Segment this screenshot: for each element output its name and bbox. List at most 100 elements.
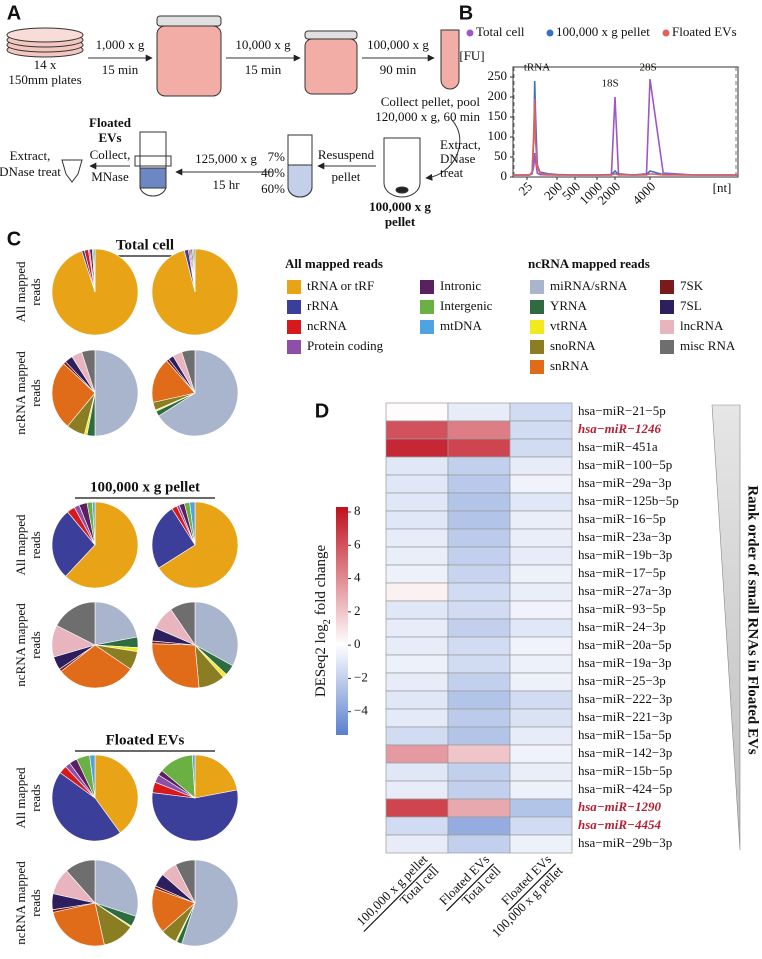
heat-cell	[447, 726, 511, 746]
pie-slice	[89, 754, 96, 799]
label: Resuspend	[318, 147, 375, 162]
group-title: Total cell	[116, 237, 174, 253]
pie-slice	[56, 601, 96, 646]
label: 14 x	[34, 57, 57, 72]
legend-marker	[466, 29, 474, 37]
legend-label: misc RNA	[680, 338, 736, 353]
heat-cell	[385, 762, 449, 782]
label: DNase	[440, 151, 476, 166]
label: 150mm plates	[8, 72, 81, 87]
heat-cell	[385, 834, 449, 854]
legend-label: Total cell	[476, 24, 525, 39]
y-unit: [FU]	[459, 48, 484, 63]
row-label: All mapped	[13, 261, 28, 323]
row-name: hsa−miR−424−5p	[578, 781, 672, 796]
row-name: hsa−miR−221−3p	[578, 709, 672, 724]
heat-cell	[385, 438, 449, 458]
pie-slice	[51, 772, 121, 842]
pie-slice	[94, 601, 138, 646]
row-name: hsa−miR−142−3p	[578, 745, 672, 760]
trace	[513, 80, 738, 176]
pie-slice	[151, 508, 196, 569]
heat-cell	[385, 798, 449, 818]
pie-slice	[189, 501, 196, 546]
colorbar-tick-label: −4	[354, 703, 368, 718]
pie-slice	[93, 248, 96, 293]
heat-cell	[447, 402, 511, 422]
colorbar-title-main: DESeq2 log	[313, 624, 329, 697]
heat-cell	[385, 654, 449, 674]
legend-label: vtRNA	[550, 318, 588, 333]
heat-cell	[385, 708, 449, 728]
heat-cell	[447, 780, 511, 800]
heat-cell	[509, 546, 573, 566]
row-name: hsa−miR−24−3p	[578, 619, 666, 634]
label: pellet	[332, 169, 361, 184]
heat-cell	[509, 492, 573, 512]
column-rule	[446, 863, 495, 912]
row-name: hsa−miR−1246	[578, 421, 661, 436]
row-name: hsa−miR−451a	[578, 439, 658, 454]
heat-cell	[509, 654, 573, 674]
heat-cell	[509, 420, 573, 440]
panel-label: A	[7, 2, 21, 24]
legend-swatch	[420, 320, 434, 334]
row-name: hsa−miR−20a−5p	[578, 637, 672, 652]
heat-cell	[447, 492, 511, 512]
heat-cell	[447, 456, 511, 476]
row-label: reads	[28, 379, 43, 406]
legend-label: tRNA or tRF	[307, 278, 374, 293]
y-tick-label: 0	[501, 168, 508, 183]
heat-cell	[509, 618, 573, 638]
legend-swatch	[530, 280, 544, 294]
row-name: hsa−miR−15a−5p	[578, 727, 672, 742]
pie-slice	[151, 360, 196, 403]
heat-cell	[509, 744, 573, 764]
pie-slice	[52, 902, 105, 947]
trace	[513, 78, 738, 176]
legend-label: YRNA	[550, 298, 587, 313]
legend-swatch	[530, 340, 544, 354]
legend-label: miRNA/sRNA	[550, 278, 628, 293]
legend-label: snRNA	[550, 358, 590, 373]
heat-cell	[447, 708, 511, 728]
row-name: hsa−miR−21−5p	[578, 403, 666, 418]
label: 100,000 x g	[369, 199, 431, 214]
row-label: reads	[28, 631, 43, 658]
legend-swatch	[660, 340, 674, 354]
heat-cell	[509, 780, 573, 800]
heat-cell	[385, 420, 449, 440]
heat-cell	[385, 510, 449, 530]
pie-slice	[81, 349, 96, 394]
row-name: hsa−miR−125b−5p	[578, 493, 679, 508]
label: Extract,	[10, 148, 51, 163]
colorbar	[336, 507, 348, 735]
label: 125,000 x g	[195, 151, 257, 166]
label: Collect pellet, pool	[381, 94, 481, 109]
pie-slice	[60, 644, 131, 689]
heat-cell	[447, 528, 511, 548]
pie-slice	[175, 859, 196, 904]
colorbar-tick-label: 6	[354, 536, 361, 551]
heat-cell	[385, 726, 449, 746]
spin-time: 15 min	[102, 62, 139, 77]
pie-slice	[151, 643, 200, 689]
heat-cell	[447, 546, 511, 566]
column-rule	[508, 863, 557, 912]
heat-cell	[509, 636, 573, 656]
heat-cell	[447, 564, 511, 584]
heat-cell	[509, 600, 573, 620]
label: Floated	[89, 115, 132, 130]
row-label: All mapped	[13, 514, 28, 576]
pie-slice	[66, 859, 96, 904]
spin-speed: 100,000 x g	[367, 37, 429, 52]
colorbar-tick-label: 0	[354, 636, 361, 651]
pie-slice	[181, 859, 239, 947]
row-name: hsa−miR−25−3p	[578, 673, 666, 688]
row-name: hsa−miR−27a−3p	[578, 583, 672, 598]
heat-cell	[509, 582, 573, 602]
row-label: reads	[28, 278, 43, 305]
pie-slice	[65, 501, 139, 589]
